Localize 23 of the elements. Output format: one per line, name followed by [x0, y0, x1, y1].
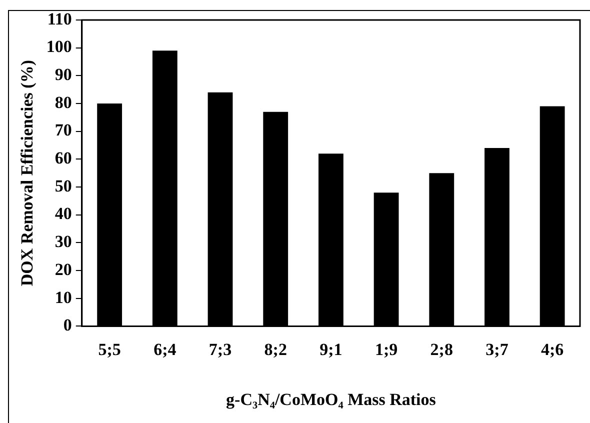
y-tick-label: 10	[54, 288, 72, 307]
x-tick-label: 4;6	[540, 340, 564, 359]
y-tick-label: 80	[54, 92, 72, 112]
x-tick-label: 5;5	[98, 340, 121, 359]
y-tick-label: 20	[54, 260, 72, 279]
y-tick-label: 60	[54, 148, 72, 168]
x-tick-label: 9;1	[320, 340, 342, 359]
y-axis-title: DOX Removal Efficiencies (%)	[18, 60, 37, 286]
y-tick-label: 30	[54, 232, 72, 252]
x-tick-label: 6;4	[154, 340, 177, 359]
x-tick-label: 8;2	[264, 340, 287, 359]
y-tick-label: 50	[54, 176, 72, 196]
y-tick-label: 110	[47, 9, 72, 28]
y-tick-label: 0	[63, 316, 72, 335]
y-tick-label: 70	[54, 120, 72, 140]
x-axis-title: g-C₃N₄/CoMoO₄ Mass Ratios	[226, 390, 436, 410]
y-tick-label: 40	[54, 204, 72, 224]
y-tick-label: 90	[54, 65, 72, 84]
y-tick-label: 100	[46, 37, 72, 56]
x-tick-label: 2;8	[430, 340, 453, 359]
x-tick-label: 3;7	[486, 340, 509, 359]
x-tick-label: 7;3	[208, 340, 232, 359]
x-tick-label: 1;9	[374, 340, 398, 359]
